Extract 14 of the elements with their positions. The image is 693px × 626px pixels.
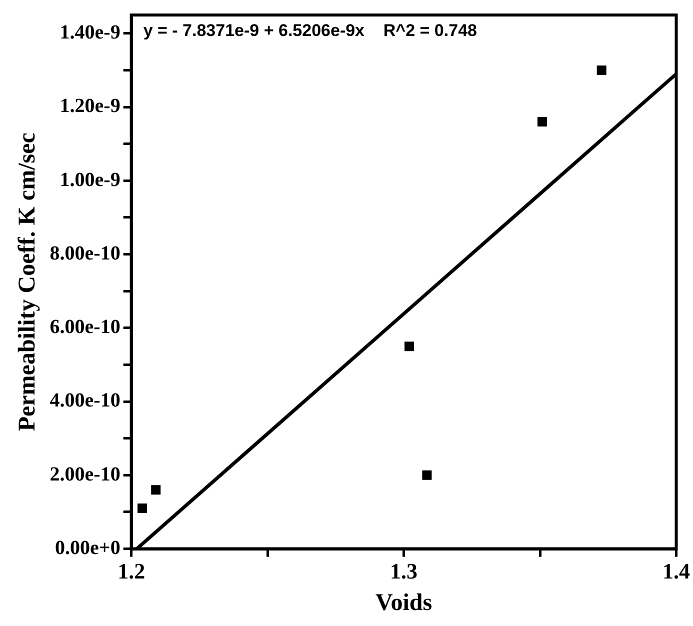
y-tick-label: 4.00e-10 (50, 390, 120, 412)
x-tick-label: 1.2 (118, 558, 146, 584)
y-tick-label: 1.40e-9 (60, 22, 120, 44)
x-tick-label: 1.4 (662, 558, 690, 584)
y-tick-label: 1.20e-9 (60, 95, 120, 118)
y-axis-title: Permeability Coeff. K cm/sec (14, 132, 41, 432)
x-axis-title: Voids (376, 590, 432, 616)
y-tick-label: 0.00e+0 (55, 536, 120, 559)
x-tick-label: 1.3 (390, 558, 418, 584)
y-tick-label: 8.00e-10 (50, 242, 120, 264)
y-tick-label: 6.00e-10 (50, 316, 120, 338)
y-tick-label: 2.00e-10 (50, 463, 120, 486)
annotation: y = - 7.8371e-9 + 6.5206e-9x R^2 = 0.748 (143, 21, 477, 40)
y-tick-label: 1.00e-9 (60, 168, 120, 191)
